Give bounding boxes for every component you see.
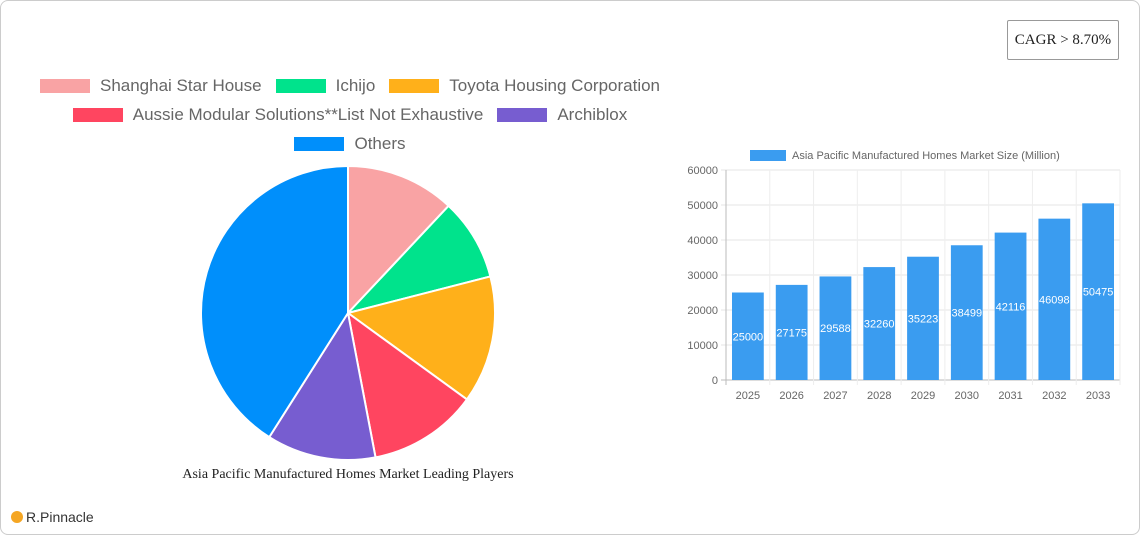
x-tick-label: 2030 [955, 390, 979, 402]
pie-slice[interactable] [344, 204, 492, 315]
bar-data-label: 32260 [864, 319, 895, 331]
logo-text: R.Pinnacle [26, 509, 94, 525]
legend-label: Aussie Modular Solutions**List Not Exhau… [132, 105, 484, 124]
bar-data-label: 42116 [996, 301, 1026, 313]
bar[interactable] [775, 284, 808, 380]
y-tick-label: 50000 [687, 200, 718, 212]
legend-swatch [39, 79, 90, 93]
legend-swatch [294, 137, 345, 151]
bar[interactable] [819, 276, 852, 380]
legend-swatch [72, 108, 123, 122]
pie-slice[interactable] [347, 164, 451, 316]
x-tick-label: 2029 [911, 390, 935, 402]
x-tick-label: 2032 [1042, 390, 1066, 402]
legend-swatch [275, 79, 326, 93]
bar[interactable] [907, 256, 939, 380]
bar-chart: 0 10000 20000 30000 40000 50000 60000 Asia Paci… [687, 150, 1121, 402]
pie-title: Asia Pacific Manufactured Homes Market L… [182, 467, 514, 482]
legend-item[interactable]: Shanghai Star House [39, 76, 262, 96]
y-tick-label: 40000 [687, 235, 718, 247]
bar[interactable] [1082, 203, 1114, 380]
legend-label: Archiblox [557, 105, 628, 124]
x-tick-label: 2028 [867, 390, 891, 402]
pie-chart [200, 164, 496, 461]
bar-legend-label: Asia Pacific Manufactured Homes Market S… [792, 150, 1060, 162]
bar[interactable] [1038, 218, 1071, 380]
x-tick-label: 2031 [998, 390, 1022, 402]
logo: R.Pinnacle [11, 509, 94, 525]
bar[interactable] [950, 245, 983, 380]
logo-icon [11, 511, 23, 523]
bar-legend-swatch [750, 150, 786, 161]
legend-item[interactable]: Toyota Housing Corporation [389, 76, 660, 96]
y-tick-label: 20000 [687, 305, 718, 317]
bar-data-label: 46098 [1039, 294, 1070, 306]
legend-label: Toyota Housing Corporation [449, 76, 661, 95]
bar-data-label: 27175 [776, 327, 807, 339]
pie-slice[interactable] [200, 164, 349, 439]
x-tick-label: 2027 [823, 390, 847, 402]
legend-label: Ichijo [335, 76, 376, 95]
legend-item[interactable]: Aussie Modular Solutions**List Not Exhau… [72, 105, 484, 125]
pie-slice[interactable] [346, 310, 469, 459]
x-tick-label: 2033 [1086, 390, 1110, 402]
legend-label: Shanghai Star House [99, 76, 262, 95]
y-tick-label: 10000 [687, 340, 718, 352]
bar[interactable] [994, 232, 1027, 380]
pie-slice[interactable] [345, 275, 496, 401]
legend-label: Others [354, 134, 406, 153]
y-tick-label: 0 [712, 375, 718, 387]
bar[interactable] [863, 267, 896, 380]
legend-item[interactable]: Ichijo [275, 76, 376, 96]
legend-item[interactable]: Archiblox [497, 105, 627, 125]
pie-slice[interactable] [267, 310, 377, 461]
bar[interactable] [732, 292, 764, 381]
legend-swatch [389, 79, 440, 93]
y-tick-label: 60000 [687, 165, 718, 177]
bar-data-label: 29588 [820, 323, 851, 335]
legend-item[interactable]: Others [294, 134, 406, 154]
x-tick-label: 2025 [736, 390, 760, 402]
bar-data-label: 35223 [908, 313, 939, 325]
x-tick-label: 2026 [779, 390, 803, 402]
cagr-badge: CAGR > 8.70% [1007, 20, 1119, 60]
bar-data-label: 50475 [1083, 287, 1114, 299]
y-tick-label: 30000 [687, 270, 718, 282]
legend-swatch [497, 108, 548, 122]
bar-data-label: 38499 [951, 308, 982, 320]
bar-data-label: 25000 [733, 331, 764, 343]
